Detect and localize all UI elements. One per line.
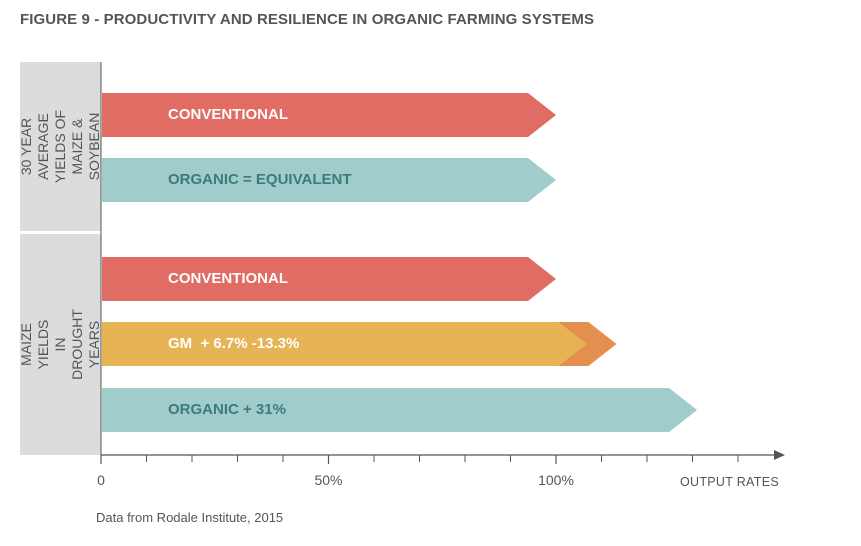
group-panel-average-yields: 30 YEAR AVERAGE YIELDS OF MAIZE & SOYBEA…	[18, 62, 102, 231]
bar-label-0-0: CONVENTIONAL	[168, 106, 288, 123]
x-axis-label: OUTPUT RATES	[680, 475, 779, 489]
bar-1-1	[102, 322, 587, 366]
bar-1-0	[102, 257, 556, 301]
bar-label-0-1: ORGANIC = EQUIVALENT	[168, 171, 352, 188]
bar-1-2	[102, 388, 698, 432]
x-tick-label: 50%	[314, 472, 343, 488]
x-tick-label: 100%	[538, 472, 574, 488]
x-axis-arrowhead	[774, 450, 785, 460]
group-panel-drought-yields: MAIZE YIELDS IN DROUGHT YEARS	[18, 234, 102, 455]
chart-title: FIGURE 9 - PRODUCTIVITY AND RESILIENCE I…	[20, 11, 595, 28]
bar-0-0	[102, 93, 556, 137]
x-tick-label: 0	[97, 472, 105, 488]
bar-label-1-0: CONVENTIONAL	[168, 270, 288, 287]
source-note: Data from Rodale Institute, 2015	[96, 510, 284, 525]
bar-0-1	[102, 158, 556, 202]
bar-label-1-1: GM + 6.7% -13.3%	[168, 335, 300, 352]
bar-label-1-2: ORGANIC + 31%	[168, 401, 286, 418]
